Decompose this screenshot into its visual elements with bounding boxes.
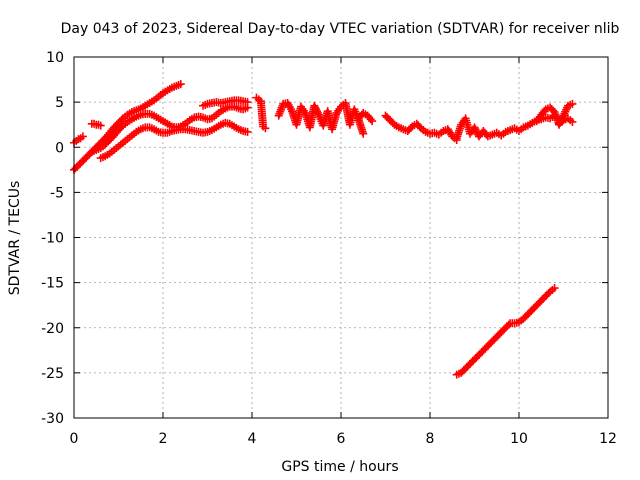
- x-tick-label: 10: [510, 431, 528, 447]
- x-tick-label: 2: [159, 431, 168, 447]
- x-tick-label: 0: [70, 431, 79, 447]
- x-tick-label: 4: [248, 431, 257, 447]
- series-arc-n: [452, 284, 559, 379]
- series-arc-c: [96, 118, 252, 163]
- series-arc-h: [274, 99, 368, 138]
- x-axis-label: GPS time / hours: [281, 459, 398, 475]
- axis-ticks: 10 5 0 -5 -10 -15 -20 -25 -30 0 2 4 6 8 10 12: [41, 50, 617, 447]
- data-point: [471, 125, 480, 134]
- y-tick-label: -20: [41, 321, 64, 337]
- y-tick-label: 0: [55, 140, 64, 156]
- y-tick-label: -10: [41, 231, 64, 247]
- data-point: [311, 103, 320, 112]
- y-tick-label: -25: [41, 366, 64, 382]
- data-point: [550, 284, 559, 293]
- data-point: [312, 105, 321, 114]
- plot-frame: [73, 56, 609, 419]
- y-axis-label: SDTVAR / TECUs: [7, 181, 23, 296]
- data-point: [472, 127, 481, 136]
- data-point: [243, 98, 252, 107]
- y-tick-label: -15: [41, 276, 64, 292]
- series-arc-m: [555, 114, 577, 128]
- series-arc-e: [87, 119, 105, 130]
- series-arc-j: [381, 111, 461, 145]
- data-point: [243, 127, 252, 136]
- data-points: [70, 80, 577, 379]
- series-arc-i: [354, 108, 377, 126]
- grid: [74, 57, 608, 418]
- y-tick-label: -5: [50, 185, 64, 201]
- data-point: [504, 320, 513, 329]
- data-point: [313, 108, 322, 117]
- series-arc-l: [532, 99, 577, 129]
- series-arc-d: [70, 132, 87, 147]
- data-point: [176, 80, 185, 89]
- data-point: [568, 117, 577, 126]
- data-point: [312, 107, 321, 116]
- data-point: [368, 117, 377, 126]
- x-tick-label: 6: [337, 431, 346, 447]
- y-tick-label: -30: [41, 411, 64, 427]
- data-point: [261, 124, 270, 133]
- y-tick-label: 5: [55, 95, 64, 111]
- series-arc-f: [199, 96, 252, 110]
- series-arc-g: [252, 93, 270, 133]
- data-point: [78, 132, 87, 141]
- data-point: [96, 121, 105, 130]
- y-tick-label: 10: [46, 50, 64, 66]
- data-point: [470, 123, 479, 132]
- x-tick-label: 8: [426, 431, 435, 447]
- data-point: [310, 101, 319, 110]
- data-point: [568, 99, 577, 108]
- data-point: [366, 115, 375, 124]
- x-tick-label: 12: [599, 431, 617, 447]
- data-point: [359, 129, 368, 138]
- chart-title: Day 043 of 2023, Sidereal Day-to-day VTE…: [61, 21, 620, 37]
